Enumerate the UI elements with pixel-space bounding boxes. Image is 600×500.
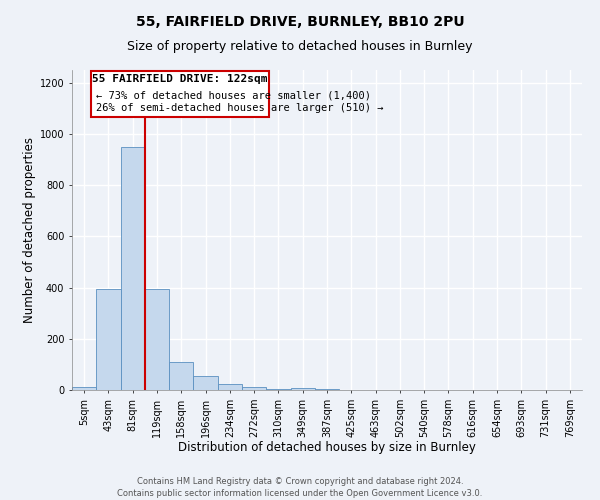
Bar [96,289,121,390]
Text: 55 FAIRFIELD DRIVE: 122sqm: 55 FAIRFIELD DRIVE: 122sqm [92,74,268,84]
X-axis label: Distribution of detached houses by size in Burnley: Distribution of detached houses by size … [178,442,476,454]
Text: 26% of semi-detached houses are larger (510) →: 26% of semi-detached houses are larger (… [96,104,384,114]
FancyBboxPatch shape [91,72,269,118]
Bar [290,388,315,390]
Bar [72,388,96,390]
Bar [193,376,218,390]
Text: 55, FAIRFIELD DRIVE, BURNLEY, BB10 2PU: 55, FAIRFIELD DRIVE, BURNLEY, BB10 2PU [136,15,464,29]
Bar [266,388,290,390]
Bar [145,289,169,390]
Bar [315,388,339,390]
Text: Contains HM Land Registry data © Crown copyright and database right 2024.
Contai: Contains HM Land Registry data © Crown c… [118,476,482,498]
Bar [169,362,193,390]
Text: Size of property relative to detached houses in Burnley: Size of property relative to detached ho… [127,40,473,53]
Bar [242,388,266,390]
Bar [121,147,145,390]
Y-axis label: Number of detached properties: Number of detached properties [23,137,35,323]
Bar [218,384,242,390]
Text: ← 73% of detached houses are smaller (1,400): ← 73% of detached houses are smaller (1,… [96,90,371,101]
